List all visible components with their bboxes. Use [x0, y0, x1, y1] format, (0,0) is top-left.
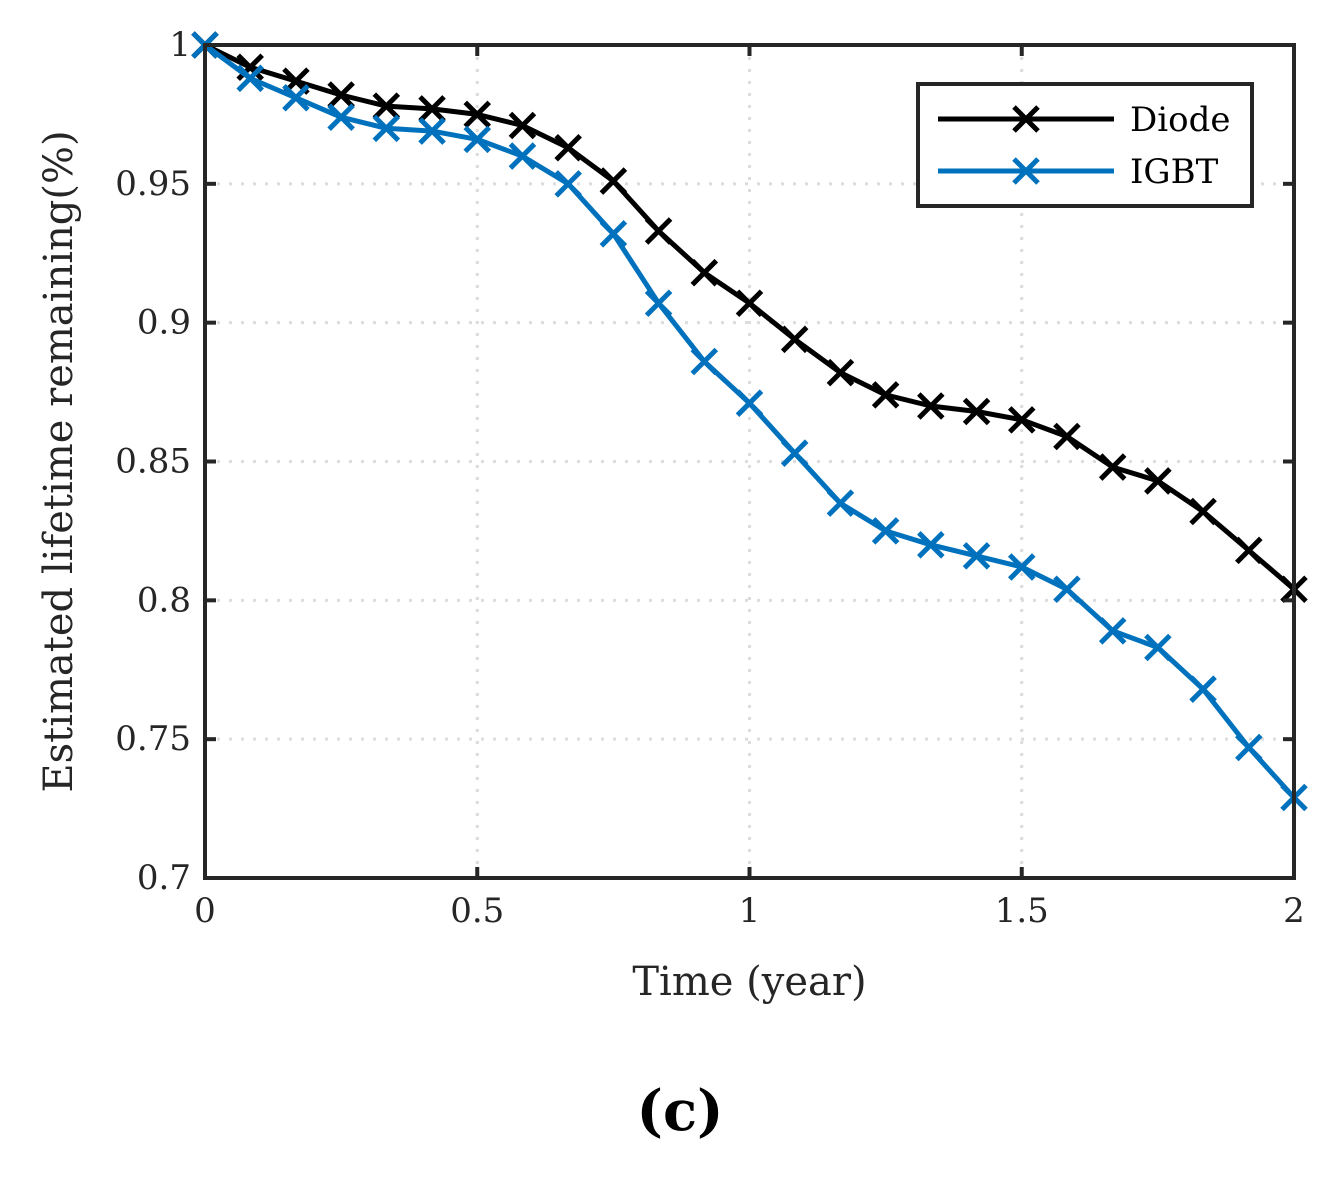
data-point-igbt — [644, 289, 673, 317]
y-tick-label: 0.7 — [137, 858, 191, 898]
axis-ticks — [203, 43, 1296, 880]
data-point-diode — [644, 217, 673, 245]
data-point-diode — [1053, 422, 1081, 451]
y-tick-label: 0.75 — [115, 719, 191, 759]
data-point-igbt — [372, 114, 401, 143]
data-point-igbt — [554, 170, 582, 198]
y-tick-label: 0.8 — [137, 580, 191, 620]
y-tick-label: 0.9 — [137, 303, 191, 343]
data-point-igbt — [917, 531, 945, 559]
data-point-igbt — [871, 517, 900, 545]
legend-marker-diode — [1012, 105, 1040, 133]
panel-label: (c) — [636, 1078, 723, 1144]
data-point-diode — [780, 325, 809, 354]
x-tick-label: 1.5 — [995, 891, 1049, 931]
data-point-igbt — [327, 103, 355, 131]
data-point-igbt — [508, 142, 537, 170]
x-tick-label: 2 — [1283, 891, 1305, 931]
y-tick-label: 1 — [169, 25, 191, 65]
data-point-igbt — [826, 489, 855, 517]
y-tick-labels: 0.7 0.75 0.8 0.85 0.9 0.95 1 — [115, 25, 191, 898]
data-point-igbt — [1235, 733, 1263, 762]
data-point-diode — [418, 95, 446, 123]
data-point-diode — [690, 258, 719, 287]
legend-item-diode: Diode — [938, 100, 1231, 140]
data-point-diode — [372, 92, 401, 120]
grid — [205, 45, 1294, 878]
data-point-diode — [917, 392, 945, 420]
x-tick-label: 1 — [739, 891, 761, 931]
x-tick-label: 0.5 — [450, 891, 504, 931]
data-point-igbt — [962, 542, 991, 570]
data-point-igbt — [1189, 675, 1217, 703]
data-point-igbt — [1053, 575, 1081, 603]
legend-item-igbt: IGBT — [938, 152, 1219, 192]
data-point-diode — [1098, 453, 1127, 481]
data-point-igbt — [1144, 633, 1172, 662]
data-point-igbt — [236, 64, 264, 93]
data-point-diode — [871, 381, 900, 409]
legend-label-diode: Diode — [1130, 100, 1231, 140]
legend-label-igbt: IGBT — [1130, 152, 1219, 192]
y-tick-label: 0.85 — [115, 442, 191, 482]
data-point-diode — [1235, 536, 1263, 565]
data-point-diode — [962, 397, 991, 426]
series-group — [191, 31, 1308, 812]
data-point-igbt — [418, 117, 446, 145]
data-point-igbt — [1007, 553, 1036, 581]
y-tick-label: 0.95 — [115, 164, 191, 204]
data-point-igbt — [599, 220, 628, 248]
data-point-igbt — [780, 439, 809, 467]
data-point-diode — [1007, 406, 1036, 434]
data-point-igbt — [690, 347, 719, 376]
data-point-diode — [508, 111, 537, 140]
x-axis-label: Time (year) — [632, 959, 866, 1005]
data-point-diode — [327, 81, 355, 109]
data-point-diode — [599, 167, 628, 195]
legend: Diode IGBT — [916, 82, 1254, 208]
legend-box — [916, 82, 1254, 208]
data-point-diode — [826, 358, 855, 387]
legend-marker-igbt — [1012, 157, 1040, 185]
y-axis-label: Estimated lifetime remaining(%) — [36, 130, 82, 792]
data-point-igbt — [282, 83, 310, 112]
x-tick-label: 0 — [194, 891, 216, 931]
data-point-igbt — [463, 125, 492, 154]
data-point-diode — [463, 100, 492, 129]
data-point-diode — [554, 133, 582, 162]
data-point-igbt — [735, 389, 764, 417]
x-tick-labels: 0 0.5 1 1.5 2 — [194, 891, 1305, 931]
data-point-diode — [1144, 467, 1172, 495]
data-point-igbt — [1098, 617, 1127, 645]
data-point-diode — [735, 289, 764, 317]
data-point-diode — [1189, 497, 1217, 526]
